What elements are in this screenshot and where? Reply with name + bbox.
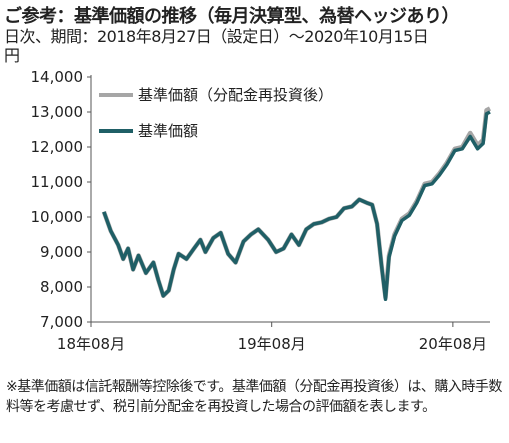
- y-tick-label: 8,000: [40, 278, 83, 296]
- series-lines: [101, 106, 492, 302]
- legend: 基準価額（分配金再投資後） 基準価額: [99, 86, 333, 140]
- period-text: 日次、期間：2018年8月27日（設定日）～2020年10月15日: [4, 27, 429, 46]
- y-tick-label: 9,000: [40, 243, 83, 261]
- x-tick-label: 18年08月: [57, 335, 125, 353]
- unit-label: 円: [4, 46, 20, 65]
- y-tick-label: 10,000: [31, 208, 84, 226]
- y-tick-label: 14,000: [31, 68, 84, 86]
- x-tick-label: 20年08月: [419, 335, 487, 353]
- y-tick-label: 13,000: [31, 103, 84, 121]
- y-axis: 7,000 8,000 9,000 10,000 11,000 12,000 13,000 1…: [31, 68, 91, 331]
- y-tick-label: 12,000: [31, 138, 84, 156]
- nav-series-line: [102, 110, 491, 302]
- legend-label: 基準価額（分配金再投資後）: [138, 86, 333, 104]
- footnote: ※基準価額は信託報酬等控除後です。基準価額（分配金再投資後）は、購入時手数料等を…: [6, 379, 502, 415]
- legend-label: 基準価額: [138, 122, 198, 140]
- x-axis: 18年08月 19年08月 20年08月: [57, 322, 487, 353]
- y-tick-label: 7,000: [40, 313, 83, 331]
- page-title: ご参考：基準価額の推移（毎月決算型、為替ヘッジあり）: [4, 6, 460, 27]
- x-tick-label: 19年08月: [238, 335, 306, 353]
- y-tick-label: 11,000: [31, 173, 84, 191]
- chart-subtitle: 日次、期間：2018年8月27日（設定日）～2020年10月15日 円: [4, 27, 504, 65]
